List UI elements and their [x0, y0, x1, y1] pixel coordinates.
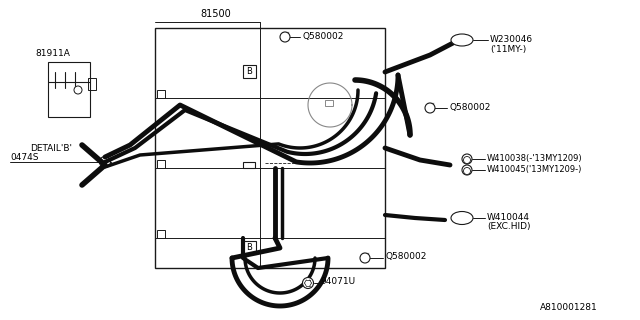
Text: W410038(-'13MY1209): W410038(-'13MY1209)	[487, 154, 582, 163]
Text: 81500: 81500	[200, 9, 231, 19]
Bar	[243, 65, 256, 78]
Text: DETAIL'B': DETAIL'B'	[30, 143, 72, 153]
Circle shape	[463, 156, 470, 164]
Text: W230046: W230046	[490, 35, 533, 44]
Circle shape	[303, 277, 314, 289]
Text: W410044: W410044	[487, 212, 530, 221]
Circle shape	[462, 165, 472, 175]
Text: B: B	[246, 67, 252, 76]
Text: 0474S: 0474S	[10, 153, 38, 162]
Text: ('11MY-): ('11MY-)	[490, 44, 526, 53]
Bar	[157, 160, 165, 168]
Text: A810001281: A810001281	[540, 303, 598, 313]
Ellipse shape	[451, 34, 473, 46]
Bar	[325, 100, 333, 106]
Circle shape	[99, 156, 111, 167]
Text: 81911A: 81911A	[35, 49, 70, 58]
Bar	[155, 28, 385, 268]
Bar	[157, 90, 165, 98]
Circle shape	[462, 154, 472, 164]
Circle shape	[74, 86, 82, 94]
Text: B: B	[246, 243, 252, 252]
Text: Q580002: Q580002	[385, 252, 426, 261]
Bar	[88, 78, 96, 90]
Text: Q580002: Q580002	[302, 31, 344, 41]
Circle shape	[425, 103, 435, 113]
Bar	[157, 230, 165, 238]
Text: W410045('13MY1209-): W410045('13MY1209-)	[487, 164, 582, 173]
Bar	[243, 162, 255, 168]
Circle shape	[280, 32, 290, 42]
Ellipse shape	[451, 212, 473, 225]
Bar	[243, 241, 256, 254]
Text: 94071U: 94071U	[320, 277, 355, 286]
Text: (EXC.HID): (EXC.HID)	[487, 222, 531, 231]
Bar	[48, 62, 90, 117]
Circle shape	[360, 253, 370, 263]
Text: Q580002: Q580002	[449, 102, 490, 111]
Circle shape	[463, 167, 470, 174]
